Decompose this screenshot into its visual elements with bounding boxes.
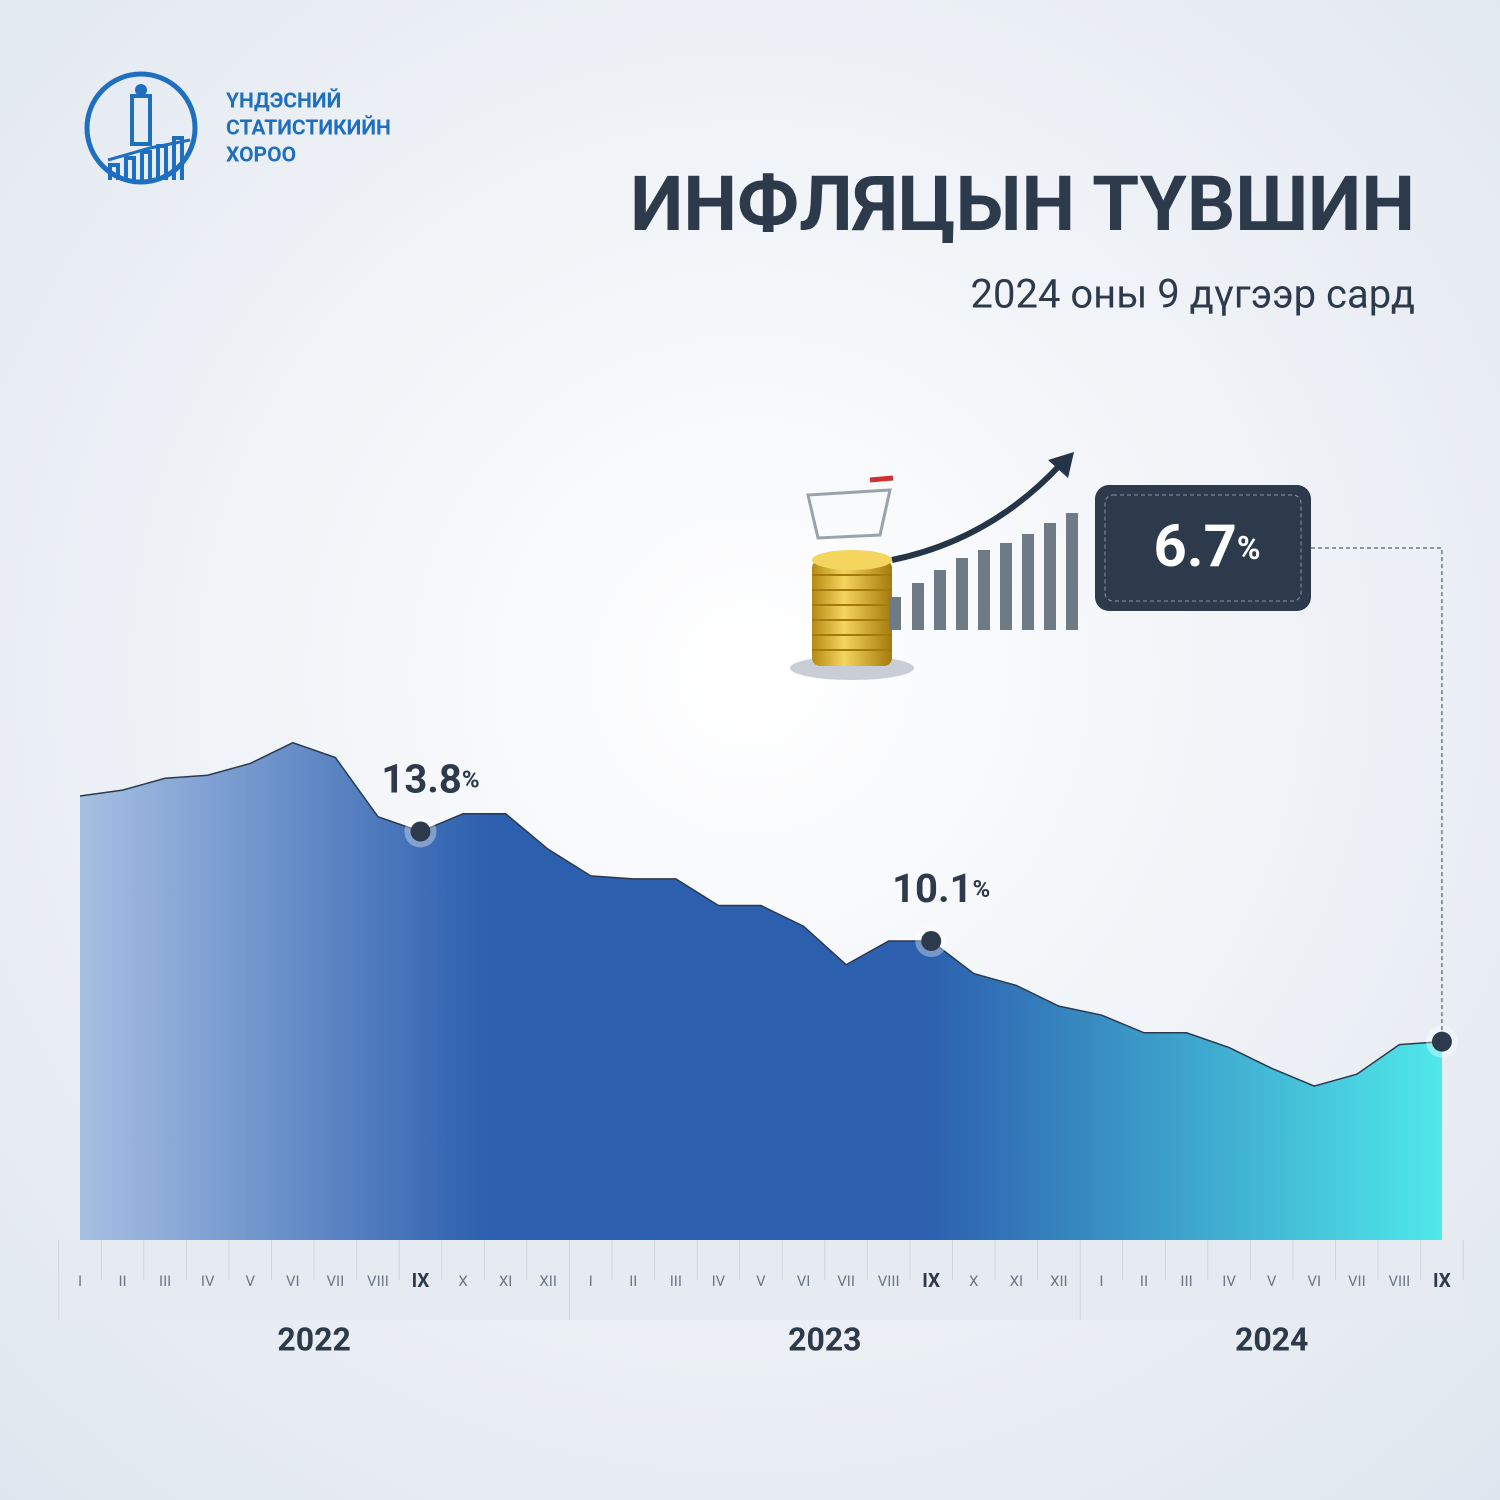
x-tick-label: IX bbox=[412, 1269, 430, 1292]
value-label: 10.1% bbox=[892, 865, 990, 912]
line bbox=[79, 741, 1442, 1087]
x-tick-label: III bbox=[159, 1272, 171, 1290]
x-tick-label: II bbox=[118, 1272, 126, 1290]
illustration bbox=[790, 452, 1078, 680]
x-tick-label: III bbox=[670, 1272, 682, 1290]
x-tick-label: II bbox=[629, 1272, 637, 1290]
year-label: 2022 bbox=[277, 1320, 350, 1358]
x-tick-label: IV bbox=[1222, 1272, 1236, 1290]
org-name: ҮНДЭСНИЙ bbox=[226, 89, 341, 114]
x-tick-label: XI bbox=[1010, 1272, 1023, 1290]
area bbox=[80, 742, 1442, 1240]
x-tick-label: V bbox=[245, 1272, 255, 1290]
org-name: СТАТИСТИКИЙН bbox=[226, 116, 391, 141]
x-tick-label: VI bbox=[286, 1272, 300, 1290]
chart: I II III IV V VI VII VIII IX X XI XII I II III IV V VI VII… bbox=[58, 485, 1464, 1358]
x-tick-label: IX bbox=[922, 1269, 940, 1292]
x-tick-label: VII bbox=[837, 1272, 855, 1290]
data-point bbox=[921, 931, 942, 952]
x-tick-label: IV bbox=[201, 1272, 215, 1290]
chart-title: ИНФЛЯЦЫН ТҮВШИН bbox=[630, 159, 1415, 249]
x-tick-label: IV bbox=[712, 1272, 726, 1290]
x-tick-label: V bbox=[1267, 1272, 1277, 1290]
x-tick-label: XI bbox=[499, 1272, 512, 1290]
chart-subtitle: 2024 оны 9 дүгээр сард bbox=[971, 271, 1415, 318]
value-label: 6.7% bbox=[1153, 513, 1260, 581]
x-tick-label: VI bbox=[1307, 1272, 1321, 1290]
x-tick-label: VII bbox=[1348, 1272, 1366, 1290]
x-tick-label: I bbox=[78, 1272, 82, 1290]
x-tick-label: XII bbox=[1050, 1272, 1068, 1290]
x-tick-label: VI bbox=[797, 1272, 811, 1290]
callout-box bbox=[1095, 485, 1311, 611]
x-tick-label: X bbox=[458, 1272, 468, 1290]
year-label: 2023 bbox=[788, 1320, 861, 1358]
x-tick-label: XII bbox=[539, 1272, 557, 1290]
axis-band bbox=[58, 1240, 1464, 1320]
x-tick-label: I bbox=[589, 1272, 593, 1290]
x-tick-label: IX bbox=[1433, 1269, 1451, 1292]
callout-border bbox=[1104, 494, 1302, 602]
x-tick-label: II bbox=[1140, 1272, 1148, 1290]
x-tick-label: X bbox=[969, 1272, 979, 1290]
x-tick-label: VIII bbox=[367, 1272, 389, 1290]
x-tick-label: VIII bbox=[878, 1272, 900, 1290]
x-tick-label: VII bbox=[327, 1272, 345, 1290]
logo bbox=[84, 71, 198, 185]
x-tick-label: VIII bbox=[1388, 1272, 1410, 1290]
value-label: 13.8% bbox=[381, 755, 479, 802]
data-point bbox=[1431, 1031, 1452, 1052]
org-name: ХОРОО bbox=[226, 144, 296, 168]
x-tick-label: I bbox=[1099, 1272, 1103, 1290]
data-point bbox=[410, 821, 431, 842]
year-label: 2024 bbox=[1235, 1320, 1308, 1358]
x-tick-label: III bbox=[1180, 1272, 1192, 1290]
leader-line bbox=[1311, 547, 1443, 1032]
x-tick-label: V bbox=[756, 1272, 766, 1290]
